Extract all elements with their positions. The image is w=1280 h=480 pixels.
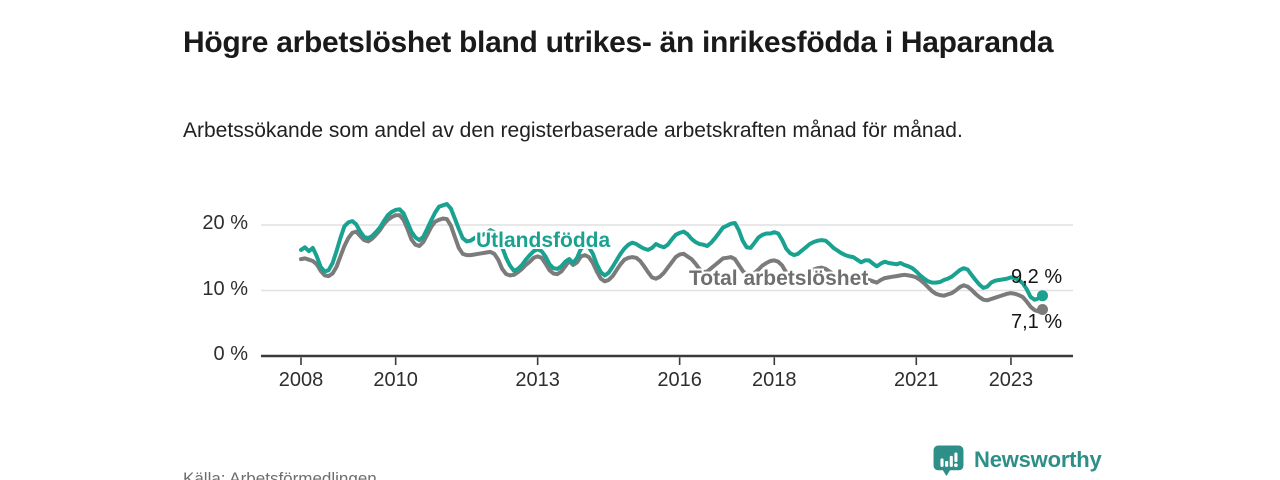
bar-chart-speech-bubble-icon xyxy=(932,444,965,477)
series-label-total-arbetsloshet: Total arbetslöshet xyxy=(689,267,869,290)
source-credit: Källa: Arbetsförmedlingen xyxy=(183,469,377,480)
series-end-dot xyxy=(1037,290,1048,302)
end-value-label-total: 7,1 % xyxy=(1011,311,1063,333)
y-axis-label: 20 % xyxy=(202,212,248,234)
series-end-dot xyxy=(1037,304,1048,315)
x-axis-label: 2016 xyxy=(657,369,702,391)
x-axis-label: 2010 xyxy=(373,369,418,391)
series-label-utlandsfodda: Utlandsfödda xyxy=(476,229,611,252)
series-line xyxy=(299,213,1045,314)
x-axis-label: 2021 xyxy=(894,369,939,391)
page-subtitle: Arbetssökande som andel av den registerb… xyxy=(183,119,963,142)
x-axis-label: 2008 xyxy=(278,369,324,391)
y-axis-label: 10 % xyxy=(202,277,248,300)
page-title: Högre arbetslöshet bland utrikes- än inr… xyxy=(183,26,1054,60)
brand-logo[interactable]: Newsworthy xyxy=(932,443,1102,477)
series-line xyxy=(299,202,1045,302)
x-axis-label: 2023 xyxy=(988,369,1034,391)
end-value-label-utlandsfodda: 9,2 % xyxy=(1011,266,1063,288)
brand-name: Newsworthy xyxy=(974,447,1102,472)
y-axis-label: 0 % xyxy=(213,343,248,365)
x-axis-label: 2018 xyxy=(752,369,797,391)
x-axis-label: 2013 xyxy=(515,369,560,391)
